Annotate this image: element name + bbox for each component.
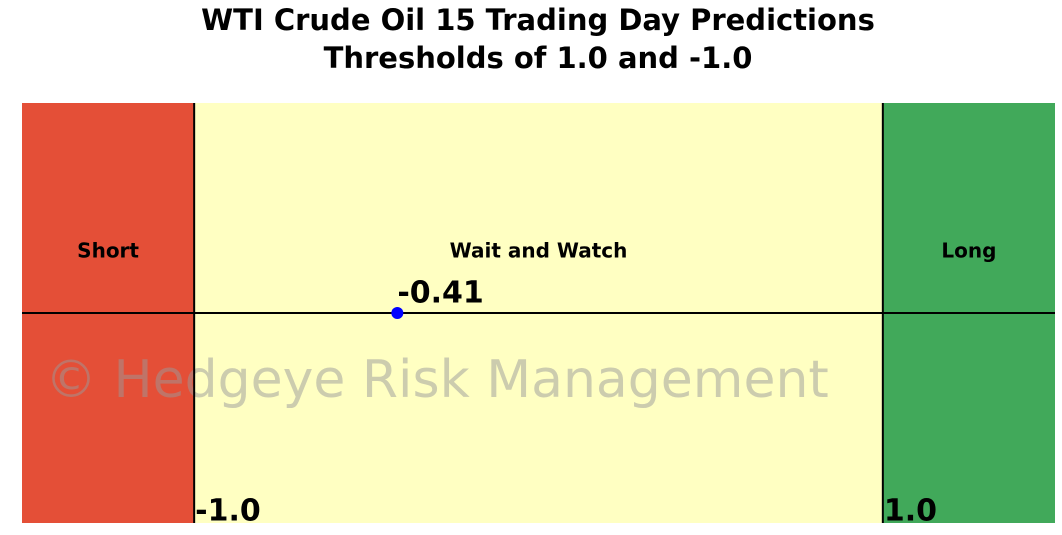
value-label: -0.41 bbox=[397, 276, 483, 311]
chart-subtitle: Thresholds of 1.0 and -1.0 bbox=[324, 41, 753, 75]
prediction-point bbox=[391, 307, 404, 319]
zone-label: Long bbox=[941, 239, 996, 263]
threshold-label: 1.0 bbox=[884, 494, 937, 529]
chart-title: WTI Crude Oil 15 Trading Day Predictions bbox=[201, 3, 875, 37]
zone-label: Wait and Watch bbox=[450, 239, 628, 263]
watermark: © Hedgeye Risk Management bbox=[45, 350, 829, 410]
threshold-label: -1.0 bbox=[195, 494, 261, 529]
zone-label: Short bbox=[77, 239, 139, 263]
